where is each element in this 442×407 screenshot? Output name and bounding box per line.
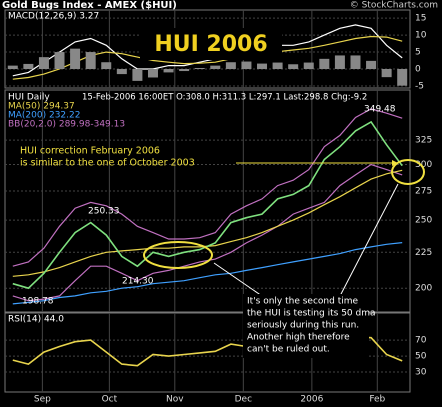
credit: © StockCharts.com (350, 1, 438, 11)
price-info: 15-Feb-2006 16:00ET O:308.0 H:311.3 L:29… (82, 93, 367, 103)
histogram-bar (54, 52, 65, 70)
macd-frame (4, 9, 411, 89)
x-tick-label: Feb (369, 395, 385, 405)
histogram-bar (241, 61, 252, 70)
histogram-bar (397, 69, 408, 86)
legend-entry: MA(50) 294.37 (8, 102, 75, 112)
arrow-head (392, 160, 398, 166)
histogram-bar (132, 69, 143, 81)
histogram-bar (194, 67, 205, 70)
rsi-frame (4, 312, 411, 393)
legend-entry: BB(20,2.0) 289.98-349.13 (8, 120, 125, 130)
x-tick-label: Nov (166, 395, 184, 405)
histogram-bar (319, 58, 330, 70)
histogram-bar (147, 69, 158, 78)
series-line (12, 108, 403, 267)
note: HUI correction February 2006 (20, 146, 160, 157)
x-tick-label: Oct (102, 395, 118, 405)
series-line (12, 120, 403, 290)
y-tick-label: 5 (415, 48, 421, 58)
macd-title: MACD(12,26,9) 3.27 (8, 12, 99, 22)
histogram-bar (70, 48, 81, 70)
highlight (391, 159, 425, 185)
highlight (143, 241, 213, 269)
histogram-bar (85, 52, 96, 70)
y-tick-label: 15 (415, 14, 426, 24)
legend-entry: MA(200) 232.22 (8, 111, 80, 121)
callout: can't be ruled out. (247, 345, 330, 355)
histogram-bar (163, 69, 174, 73)
price-frame (4, 89, 411, 313)
badge: HUI 2006 (154, 32, 267, 57)
histogram-bar (179, 69, 190, 72)
y-tick-label: 70 (415, 336, 427, 346)
y-tick-label: 200 (415, 284, 432, 294)
price-label: 198.78 (22, 297, 54, 307)
y-tick-label: 250 (415, 216, 432, 226)
note: is similar to the one of October 2003 (20, 158, 195, 169)
callout: Another high therefore (247, 333, 350, 343)
price-label: 214.30 (122, 277, 154, 287)
histogram-bar (334, 55, 345, 70)
x-tick-label: 2006 (300, 395, 323, 405)
histogram-bar (210, 65, 221, 70)
price-label: 250.33 (88, 207, 120, 217)
badge-box (140, 28, 282, 60)
histogram-bar (225, 62, 236, 70)
histogram-bar (116, 69, 127, 75)
callout-box (243, 294, 369, 358)
y-tick-label: -5 (415, 81, 424, 91)
y-tick-label: 10 (415, 31, 427, 41)
y-tick-label: 300 (415, 160, 432, 170)
histogram-bar (272, 62, 283, 70)
y-tick-label: 30 (415, 368, 427, 378)
histogram-bar (38, 57, 49, 70)
arrow (339, 183, 399, 297)
arrow (213, 262, 263, 297)
price-title: HUI Daily (8, 93, 50, 103)
series-line (12, 24, 403, 77)
y-tick-label: 275 (415, 187, 432, 197)
y-tick-label: 0 (415, 65, 421, 75)
histogram-bar (381, 69, 392, 78)
x-tick-label: Sep (34, 395, 51, 405)
y-tick-label: 50 (415, 352, 427, 362)
title: Gold Bugs Index - AMEX ($HUI) (2, 0, 177, 11)
histogram-bar (23, 63, 34, 70)
histogram-bar (7, 65, 18, 70)
histogram-bar (350, 55, 361, 70)
x-tick-label: Dec (235, 395, 252, 405)
histogram-bar (288, 64, 299, 70)
price-label: 349.48 (364, 105, 396, 115)
histogram-bar (366, 60, 377, 70)
histogram-bar (101, 62, 112, 70)
callout: the HUI is testing its 50 dma (247, 309, 376, 319)
y-tick-label: 325 (415, 136, 432, 146)
callout: seriously during this run. (247, 321, 359, 331)
callout: It's only the second time (247, 297, 358, 307)
histogram-bar (257, 63, 268, 70)
histogram-bar (303, 62, 314, 70)
y-tick-label: 225 (415, 248, 432, 258)
series-line (12, 242, 403, 305)
rsi-title: RSI(14) 44.0 (8, 315, 64, 325)
